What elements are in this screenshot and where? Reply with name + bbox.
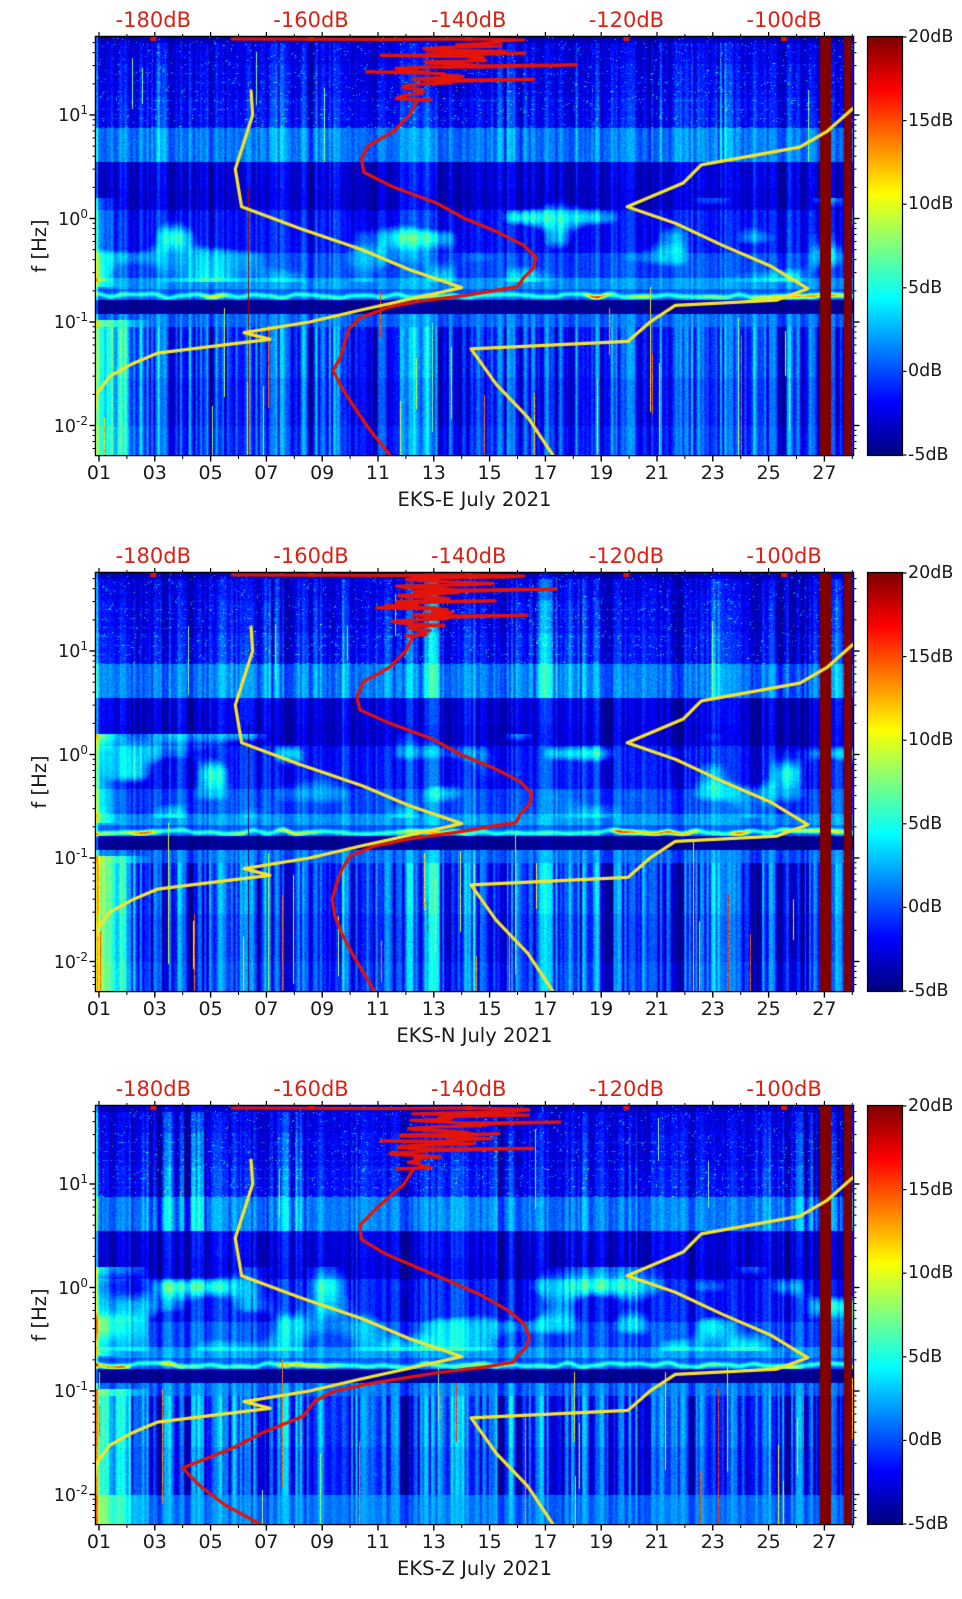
top-db-label: -180dB	[115, 1077, 191, 1101]
day-tick-label: 27	[812, 462, 837, 484]
freq-tick-label: 10-2	[53, 1482, 88, 1506]
day-tick-label: 19	[589, 998, 614, 1020]
day-tick-label: 03	[142, 998, 167, 1020]
day-tick-label: 11	[365, 998, 391, 1020]
freq-tick-label: 100	[58, 206, 88, 230]
day-tick-label: 25	[756, 1531, 781, 1553]
day-tick-label: 05	[198, 1531, 223, 1553]
colorbar-tick-label: 20dB	[908, 563, 954, 583]
colorbar-tick-label: 15dB	[908, 110, 954, 131]
colorbar-tick-label: 5dB	[908, 813, 943, 834]
colorbar-eks-z	[868, 1106, 902, 1524]
day-tick-label: 17	[533, 1531, 558, 1553]
day-tick-label: 17	[533, 462, 558, 484]
top-db-label: -140dB	[430, 8, 507, 32]
colorbar-tick-label: 10dB	[908, 194, 954, 215]
top-db-label: -100dB	[746, 1077, 822, 1101]
colorbar-tick-label: 0dB	[908, 1430, 943, 1451]
day-tick-label: 19	[589, 462, 614, 484]
day-tick-label: 15	[477, 998, 502, 1020]
day-tick-label: 15	[477, 1531, 502, 1553]
day-tick-label: 17	[533, 998, 558, 1020]
day-tick-label: 21	[644, 1531, 670, 1553]
day-tick-label: 05	[198, 462, 223, 484]
top-db-label: -160dB	[273, 1077, 349, 1101]
day-tick-label: 07	[254, 462, 279, 484]
colorbar-tick-label: 20dB	[908, 1096, 954, 1116]
spectrogram-canvas-eks-n	[96, 573, 853, 991]
freq-tick-label: 101	[58, 639, 88, 662]
top-db-label: -120dB	[588, 544, 665, 568]
colorbar-eks-n	[868, 573, 902, 991]
freq-tick-label: 100	[58, 1275, 88, 1299]
freq-tick-label: 10-2	[53, 949, 88, 973]
top-db-label: -160dB	[273, 8, 349, 32]
freq-tick-label: 10-1	[53, 846, 88, 869]
day-tick-label: 13	[421, 998, 446, 1020]
freq-tick-label: 10-1	[53, 1379, 88, 1402]
day-tick-label: 03	[142, 462, 167, 484]
freq-tick-label: 100	[58, 742, 88, 766]
top-db-label: -140dB	[430, 544, 507, 568]
top-db-label: -140dB	[430, 1077, 507, 1101]
colorbar-tick-label: -5dB	[908, 1514, 949, 1534]
freq-tick-label: 101	[58, 103, 88, 126]
day-tick-label: 01	[86, 462, 112, 484]
day-tick-label: 11	[365, 462, 391, 484]
colorbar-tick-label: -5dB	[908, 981, 949, 1001]
freq-tick-label: 10-1	[53, 310, 88, 333]
day-tick-label: 13	[421, 1531, 446, 1553]
top-db-label: -100dB	[746, 8, 822, 32]
day-tick-label: 27	[812, 998, 837, 1020]
panel-title-eks-e: EKS-E July 2021	[397, 488, 552, 511]
top-db-label: -160dB	[273, 544, 349, 568]
top-db-label: -120dB	[588, 1077, 665, 1101]
freq-tick-label: 101	[58, 1172, 88, 1195]
day-tick-label: 11	[365, 1531, 391, 1553]
top-db-label: -100dB	[746, 544, 822, 568]
colorbar-tick-label: 0dB	[908, 897, 943, 918]
day-tick-label: 01	[86, 1531, 112, 1553]
top-db-label: -180dB	[115, 544, 191, 568]
colorbar-tick-label: 20dB	[908, 27, 954, 47]
day-tick-label: 27	[812, 1531, 837, 1553]
colorbar-eks-e	[868, 37, 902, 455]
colorbar-tick-label: 10dB	[908, 730, 954, 751]
panel-title-eks-z: EKS-Z July 2021	[397, 1557, 552, 1580]
colorbar-tick-label: 15dB	[908, 646, 954, 667]
panel-title-eks-n: EKS-N July 2021	[396, 1024, 553, 1047]
spectrogram-canvas-eks-e	[96, 37, 853, 455]
day-tick-label: 07	[254, 998, 279, 1020]
day-tick-label: 09	[310, 462, 335, 484]
day-tick-label: 15	[477, 462, 502, 484]
day-tick-label: 23	[700, 998, 725, 1020]
colorbar-tick-label: 5dB	[908, 1346, 943, 1367]
colorbar-tick-label: 15dB	[908, 1179, 954, 1200]
day-tick-label: 01	[86, 998, 112, 1020]
day-tick-label: 23	[700, 1531, 725, 1553]
day-tick-label: 07	[254, 1531, 279, 1553]
day-tick-label: 09	[310, 1531, 335, 1553]
day-tick-label: 19	[589, 1531, 614, 1553]
day-tick-label: 21	[644, 462, 670, 484]
top-db-label: -120dB	[588, 8, 665, 32]
day-tick-label: 21	[644, 998, 670, 1020]
spectrogram-canvas-eks-z	[96, 1106, 853, 1524]
day-tick-label: 25	[756, 462, 781, 484]
colorbar-tick-label: -5dB	[908, 445, 949, 465]
day-tick-label: 23	[700, 462, 725, 484]
colorbar-tick-label: 5dB	[908, 277, 943, 298]
top-db-label: -180dB	[115, 8, 191, 32]
day-tick-label: 05	[198, 998, 223, 1020]
colorbar-tick-label: 0dB	[908, 361, 943, 382]
day-tick-label: 25	[756, 998, 781, 1020]
day-tick-label: 09	[310, 998, 335, 1020]
colorbar-tick-label: 10dB	[908, 1263, 954, 1284]
freq-tick-label: 10-2	[53, 413, 88, 437]
day-tick-label: 03	[142, 1531, 167, 1553]
day-tick-label: 13	[421, 462, 446, 484]
